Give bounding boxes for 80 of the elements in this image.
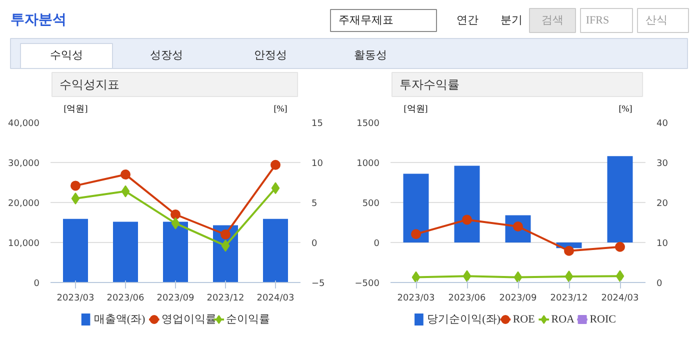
point bbox=[564, 270, 574, 282]
y2-axis-title: [%] bbox=[618, 104, 632, 114]
point bbox=[120, 170, 130, 180]
point bbox=[270, 160, 280, 170]
text: 연간 bbox=[456, 14, 478, 26]
x-tick-label: 2023/09 bbox=[156, 294, 194, 304]
point bbox=[70, 180, 80, 191]
legend-label: 영업이익률 bbox=[162, 314, 217, 326]
y-tick-label: 40,000 bbox=[8, 119, 40, 129]
text: 산식 bbox=[646, 14, 668, 26]
text: 분기 bbox=[500, 14, 522, 26]
point bbox=[411, 229, 421, 240]
legend-label: 매출액(좌) bbox=[94, 314, 146, 326]
y-tick-label: 0 bbox=[34, 279, 40, 289]
bar bbox=[607, 156, 633, 242]
y2-tick-label: −5 bbox=[312, 279, 325, 289]
x-tick-label: 2023/12 bbox=[206, 294, 244, 304]
x-tick-label: 2023/03 bbox=[397, 294, 435, 304]
y2-tick-label: 5 bbox=[312, 199, 318, 209]
y-tick-label: 1000 bbox=[356, 159, 380, 169]
text: 투자분석 bbox=[10, 13, 66, 28]
legend-label: ROE bbox=[512, 314, 536, 326]
legend-label: ROIC bbox=[590, 314, 616, 326]
bar bbox=[63, 218, 88, 282]
point bbox=[171, 217, 180, 230]
x-tick-label: 2023/06 bbox=[106, 294, 144, 304]
x-tick-label: 2024/03 bbox=[601, 294, 639, 304]
x-tick-label: 2023/06 bbox=[448, 294, 486, 304]
y2-axis-title: [%] bbox=[274, 104, 288, 114]
text: 주재무제표 bbox=[338, 14, 394, 26]
legend-label: 순이익률 bbox=[226, 314, 270, 326]
y-tick-label: 20,000 bbox=[8, 199, 40, 209]
x-tick-label: 2023/03 bbox=[56, 294, 94, 304]
point bbox=[462, 214, 472, 225]
y2-tick-label: 0 bbox=[312, 239, 318, 249]
chart-title: 수익성지표 bbox=[59, 78, 120, 92]
point bbox=[514, 271, 522, 282]
bar bbox=[454, 166, 480, 242]
y2-tick-label: 40 bbox=[656, 119, 668, 129]
bar bbox=[113, 222, 138, 282]
text: 안정성 bbox=[254, 50, 287, 62]
text: 성장성 bbox=[150, 50, 183, 62]
y-tick-label: 500 bbox=[362, 199, 380, 209]
point bbox=[170, 210, 180, 220]
y-axis-title: [억원] bbox=[404, 104, 428, 114]
chart-title: 투자수익률 bbox=[399, 78, 460, 92]
y2-tick-label: 10 bbox=[312, 159, 324, 169]
point bbox=[412, 271, 420, 282]
point bbox=[462, 270, 472, 282]
y-tick-label: 1500 bbox=[356, 119, 380, 129]
text: 수익성 bbox=[50, 50, 83, 62]
point bbox=[615, 242, 625, 252]
y2-tick-label: 20 bbox=[656, 199, 668, 209]
y2-tick-label: 30 bbox=[656, 159, 668, 169]
x-tick-label: 2023/12 bbox=[550, 294, 588, 304]
legend-label: ROA bbox=[551, 314, 575, 326]
point bbox=[271, 182, 280, 194]
y2-tick-label: 15 bbox=[312, 119, 323, 129]
text: 검색 bbox=[542, 14, 564, 26]
point bbox=[71, 192, 80, 204]
point bbox=[121, 185, 130, 198]
legend-label: 당기순이익(좌) bbox=[427, 314, 501, 326]
x-tick-label: 2024/03 bbox=[256, 294, 294, 304]
y-tick-label: 30,000 bbox=[8, 159, 40, 169]
y-tick-label: 10,000 bbox=[8, 239, 40, 249]
y-tick-label: −500 bbox=[354, 279, 380, 289]
point bbox=[221, 240, 230, 252]
text: 활동성 bbox=[354, 50, 387, 62]
y-tick-label: 0 bbox=[374, 239, 380, 249]
point bbox=[564, 246, 574, 256]
text: IFRS bbox=[586, 14, 610, 26]
y-axis-title: [억원] bbox=[64, 104, 88, 114]
point bbox=[220, 230, 230, 240]
point bbox=[616, 270, 624, 282]
y2-tick-label: 0 bbox=[656, 279, 662, 289]
y2-tick-label: 10 bbox=[656, 239, 668, 249]
bar bbox=[163, 222, 188, 282]
bar bbox=[403, 174, 429, 242]
bar bbox=[263, 218, 288, 282]
x-tick-label: 2023/09 bbox=[499, 294, 537, 304]
